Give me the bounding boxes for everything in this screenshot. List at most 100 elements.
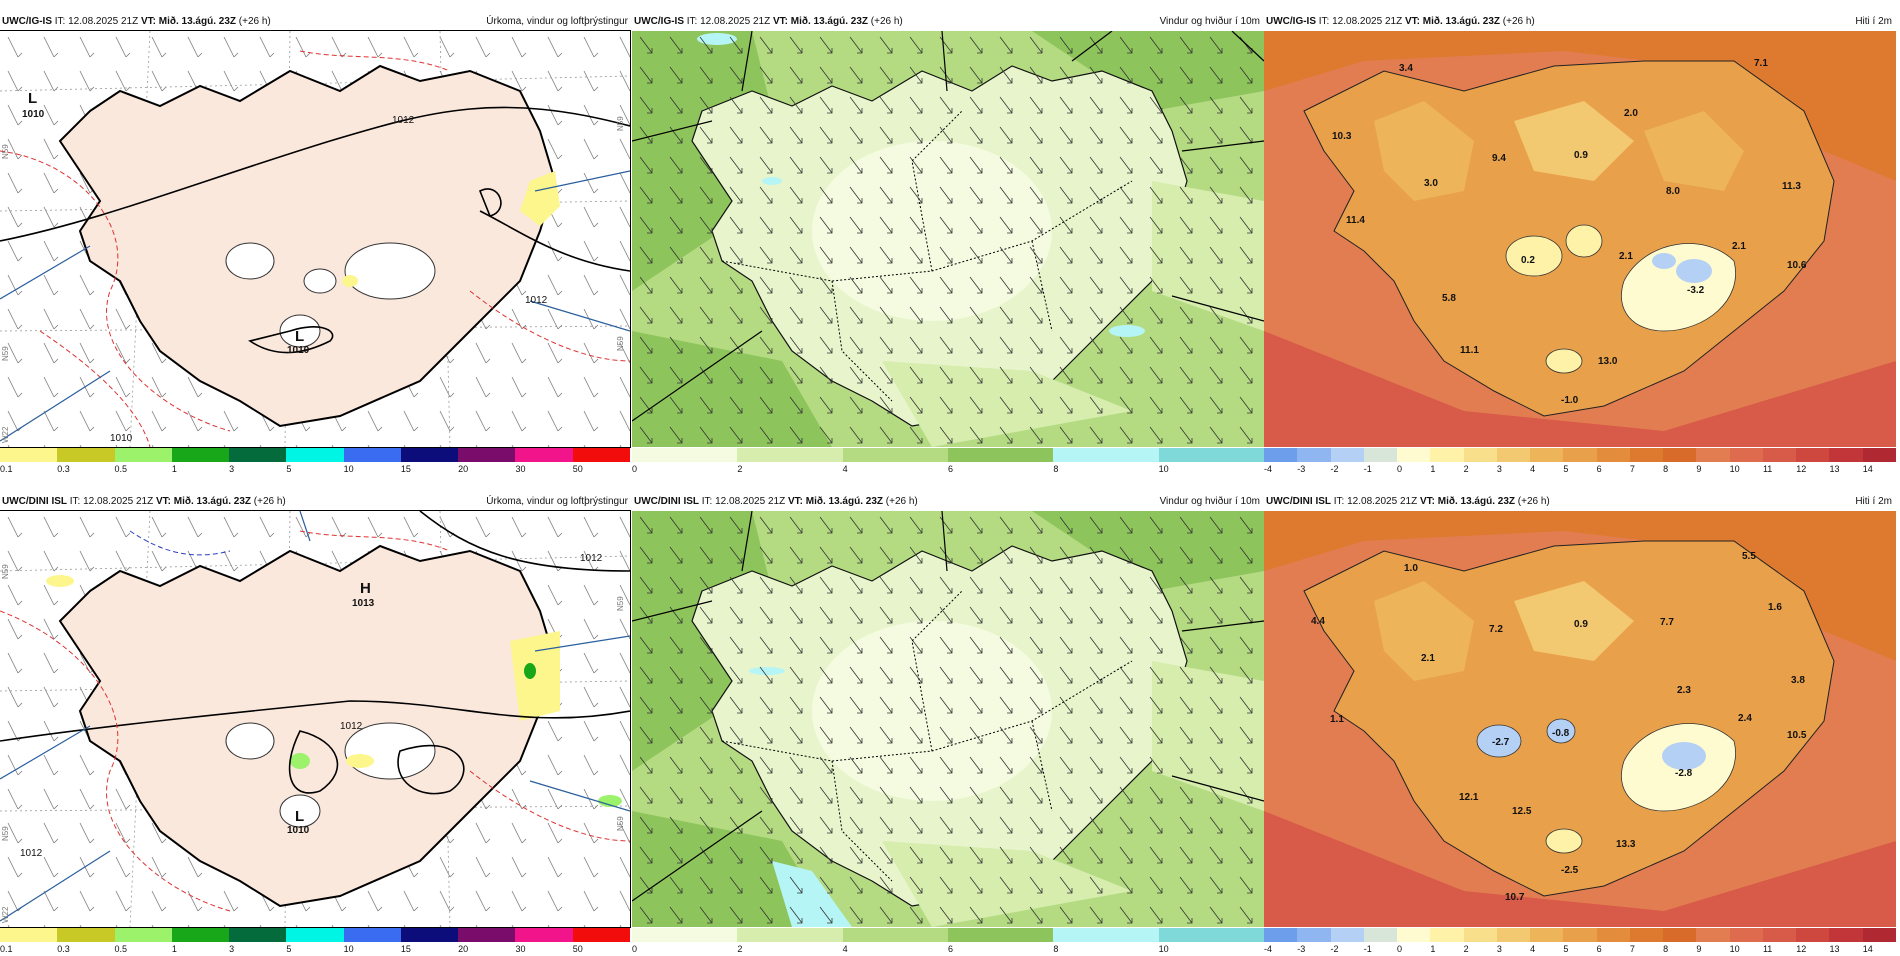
pressure-label: 1010	[287, 345, 310, 356]
low-center: L	[28, 90, 37, 107]
temp-colorbar-swatch	[1762, 928, 1797, 942]
precip-colorbar-swatch	[229, 928, 287, 942]
precip-colorbar-label: 20	[458, 464, 469, 474]
temp-value: 3.4	[1399, 63, 1413, 74]
precip-colorbar-swatch	[57, 928, 115, 942]
pressure-label: 1013	[352, 598, 375, 609]
temp-value: -2.5	[1561, 865, 1579, 876]
wind-colorbar-swatch	[842, 448, 948, 462]
temp-value: 4.4	[1311, 616, 1325, 627]
wind-map	[632, 511, 1264, 927]
temp-colorbar-label: -1	[1363, 944, 1372, 954]
precip-colorbar-label: 50	[572, 944, 583, 954]
temp-value: -3.2	[1687, 285, 1705, 296]
temp-colorbar-swatch	[1796, 928, 1830, 942]
precip-colorbar-labels: 0.1 0.3 0.5 1 3 5 10 15 20 30 50	[0, 944, 630, 956]
temp-colorbar-label: 0	[1397, 464, 1403, 474]
temp-colorbar-swatch	[1430, 928, 1464, 942]
temp-value: 1.1	[1330, 714, 1344, 725]
temp-colorbar-swatch	[1264, 448, 1298, 462]
precip-colorbar-label: 20	[458, 944, 469, 954]
vt-value: Mið. 13.ágú. 23Z	[1422, 16, 1500, 27]
panel-header: UWC/DINI ISL IT: 12.08.2025 21Z VT: Mið.…	[1264, 494, 1896, 510]
temp-colorbar-label: 1	[1430, 944, 1436, 954]
model-name: UWC/IG-IS	[634, 16, 684, 27]
wind-colorbar-labels: 0 2 4 6 8 10	[632, 944, 1264, 956]
it-label: IT:	[686, 16, 698, 27]
temp-value: 10.6	[1787, 260, 1807, 271]
precip-colorbar-labels: 0.1 0.3 0.5 1 3 5 10 15 20 30 50	[0, 464, 630, 476]
temp-colorbar-swatch	[1663, 448, 1697, 462]
wind-colorbar-label: 4	[842, 464, 848, 474]
pressure-label: 1012	[525, 295, 548, 306]
temp-value: 0.9	[1574, 619, 1588, 630]
wind-colorbar-swatch	[1158, 448, 1264, 462]
it-value: 12.08.2025 21Z	[1332, 16, 1403, 27]
temp-value: 10.3	[1332, 131, 1352, 142]
temp-colorbar-label: 5	[1563, 464, 1569, 474]
panel-header: UWC/IG-IS IT: 12.08.2025 21Z VT: Mið. 13…	[0, 14, 632, 30]
model-name: UWC/DINI ISL	[2, 496, 67, 507]
temp-colorbar-swatch	[1729, 448, 1763, 462]
temp-value: 10.7	[1505, 892, 1525, 903]
precip-colorbar-swatch	[572, 928, 630, 942]
temp-value: 7.2	[1489, 624, 1503, 635]
temp-colorbar-swatch	[1862, 928, 1896, 942]
precip-colorbar-swatch	[400, 448, 459, 462]
wind-colorbar-label: 4	[842, 944, 848, 954]
panel-row1-temp: UWC/IG-IS IT: 12.08.2025 21Z VT: Mið. 13…	[1264, 14, 1896, 474]
temp-colorbar-swatch	[1397, 928, 1431, 942]
model-name: UWC/DINI ISL	[1266, 496, 1331, 507]
temp-colorbar-swatch	[1430, 448, 1464, 462]
grid-label: N59	[1, 346, 10, 361]
temp-colorbar-label: 9	[1696, 944, 1702, 954]
temp-value: 8.0	[1666, 186, 1680, 197]
temp-colorbar-label: 4	[1530, 464, 1536, 474]
it-label: IT:	[54, 16, 66, 27]
precip-colorbar-swatch	[458, 448, 516, 462]
precip-colorbar	[0, 448, 630, 462]
pressure-label: 1012	[580, 553, 603, 564]
panel-title: Úrkoma, vindur og loftþrýstingur	[486, 16, 628, 27]
temp-colorbar-swatch	[1397, 448, 1431, 462]
pressure-label: 1010	[110, 433, 133, 444]
temp-colorbar-label: -4	[1264, 944, 1273, 954]
temp-colorbar-swatch	[1297, 448, 1331, 462]
temp-colorbar-swatch	[1629, 448, 1664, 462]
vt-label: VT:	[1419, 496, 1435, 507]
wind-colorbar-swatch	[737, 448, 843, 462]
panel-header: UWC/IG-IS IT: 12.08.2025 21Z VT: Mið. 13…	[1264, 14, 1896, 30]
temp-colorbar-swatch	[1330, 928, 1364, 942]
precip-colorbar-label: 3	[229, 464, 235, 474]
temp-map: 1.0 5.5 4.4 1.6 7.2 0.9 7.7 2.1 3.8 2.3 …	[1264, 511, 1896, 927]
temp-colorbar-label: 2	[1463, 944, 1469, 954]
temp-colorbar-label: 7	[1629, 464, 1635, 474]
temp-colorbar-swatch	[1829, 928, 1863, 942]
precip-colorbar-label: 10	[343, 944, 354, 954]
lead-time: (+26 h)	[238, 16, 271, 27]
temp-colorbar-label: 4	[1530, 944, 1536, 954]
temp-colorbar-label: 12	[1796, 464, 1807, 474]
temp-value: 1.0	[1404, 563, 1418, 574]
precip-colorbar-swatch	[400, 928, 459, 942]
wind-colorbar-swatch	[1053, 448, 1159, 462]
wind-colorbar	[632, 928, 1264, 942]
land-outline	[58, 64, 557, 428]
wind-colorbar-swatch	[1158, 928, 1264, 942]
precip-colorbar-label: 5	[286, 464, 292, 474]
precip-colorbar-swatch	[171, 448, 230, 462]
high-center: H	[360, 580, 371, 597]
precip-colorbar-label: 1	[171, 944, 177, 954]
temp-colorbar	[1264, 928, 1896, 942]
grid-label: N59	[616, 116, 625, 131]
temp-map-svg: 3.4 7.1 10.3 2.0 9.4 0.9 3.0 8.0 11.3 11…	[1264, 31, 1896, 447]
wind-colorbar-label: 2	[737, 944, 743, 954]
temp-colorbar-labels: -4 -3 -2 -1 0 1 2 3 4 5 6 7 8 9 10 11 12 13 14	[1264, 464, 1896, 476]
temp-value: -2.8	[1675, 768, 1693, 779]
temp-colorbar-swatch	[1862, 448, 1896, 462]
temp-colorbar-labels: -4 -3 -2 -1 0 1 2 3 4 5 6 7 8 9 10 11 12 13 14	[1264, 944, 1896, 956]
temp-colorbar-swatch	[1530, 928, 1564, 942]
precip-colorbar-swatch	[171, 928, 230, 942]
temp-value: 13.0	[1598, 356, 1618, 367]
wind-colorbar-swatch	[842, 928, 948, 942]
